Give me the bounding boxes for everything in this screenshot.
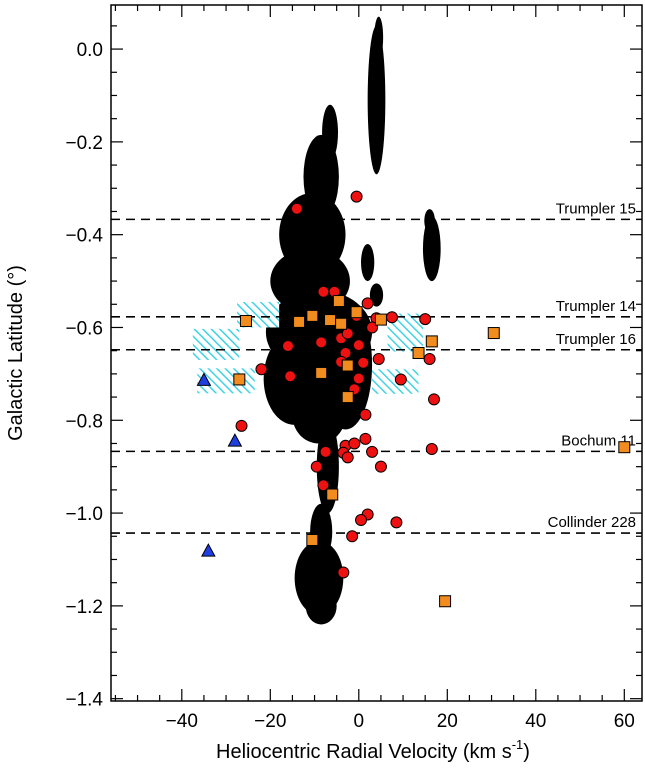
y-tick-label: 0.0 bbox=[77, 40, 103, 61]
plot-frame bbox=[110, 4, 643, 702]
circle-marker-28 bbox=[359, 432, 372, 445]
x-tick-label: 20 bbox=[437, 711, 458, 732]
square-marker-2 bbox=[293, 315, 306, 328]
square-marker-8 bbox=[425, 335, 438, 348]
axis-ticks: −40 −20 0 20 40 60 0.0 −0.2 −0.4 −0.6 −0.8 −1.0 −1.2… bbox=[65, 5, 642, 732]
square-marker-0 bbox=[332, 295, 345, 308]
x-axis-title: Heliocentric Radial Velocity (km s-1) bbox=[216, 737, 530, 763]
square-marker-4 bbox=[324, 314, 337, 327]
cluster-label-4: Collinder 228 bbox=[548, 514, 636, 531]
circle-marker-35 bbox=[341, 451, 354, 464]
cluster-label-bg-1 bbox=[552, 296, 639, 316]
emission-blob-16 bbox=[361, 243, 375, 282]
circle-marker-19 bbox=[423, 353, 436, 366]
cluster-label-bg-0 bbox=[552, 199, 639, 219]
emission-blob-17 bbox=[369, 283, 384, 307]
x-tick-label: −40 bbox=[166, 711, 198, 732]
square-marker-14 bbox=[341, 391, 354, 404]
y-tick-label: −1.0 bbox=[65, 504, 103, 525]
triangle-marker-0 bbox=[196, 372, 212, 386]
square-marker-17 bbox=[439, 595, 452, 608]
cluster-lines: Trumpler 15 Trumpler 14 Trumpler 16 Bochum … bbox=[111, 199, 642, 534]
triangle-marker-1 bbox=[227, 433, 243, 447]
circle-marker-1 bbox=[350, 190, 363, 203]
square-marker-11 bbox=[341, 359, 354, 372]
x-tick-label: 0 bbox=[354, 711, 365, 732]
cluster-label-0: Trumpler 15 bbox=[556, 200, 636, 217]
y-tick-label: −1.2 bbox=[65, 597, 103, 618]
circle-marker-14 bbox=[282, 340, 294, 353]
circle-marker-25 bbox=[428, 393, 441, 406]
y-tick-label: −1.4 bbox=[65, 690, 103, 711]
circle-marker-4 bbox=[361, 297, 374, 310]
square-marker-15 bbox=[326, 488, 339, 501]
y-tick-label: −0.6 bbox=[65, 318, 103, 339]
circle-marker-43 bbox=[337, 566, 350, 579]
square-marker-10 bbox=[412, 347, 425, 359]
cluster-label-bg-2 bbox=[552, 329, 639, 349]
circle-marker-9 bbox=[366, 321, 379, 334]
circle-marker-34 bbox=[425, 443, 438, 456]
cluster-label-1: Trumpler 14 bbox=[556, 298, 636, 315]
circle-marker-0 bbox=[290, 202, 303, 215]
square-marker-3 bbox=[306, 309, 319, 322]
plot-area: Trumpler 15 Trumpler 14 Trumpler 16 Bochum … bbox=[65, 4, 643, 732]
circle-marker-22 bbox=[352, 372, 365, 385]
cluster-label-2: Trumpler 16 bbox=[556, 331, 636, 348]
square-marker-1 bbox=[239, 314, 252, 327]
emission-blob-9 bbox=[292, 387, 346, 444]
circle-marker-42 bbox=[346, 530, 359, 543]
x-tick-label: 40 bbox=[525, 711, 546, 732]
square-marker-16 bbox=[306, 533, 319, 546]
circle-marker-38 bbox=[317, 479, 330, 492]
square-marker-5 bbox=[335, 317, 348, 330]
circle-marker-23 bbox=[394, 373, 407, 386]
square-marker-6 bbox=[350, 306, 363, 319]
data-markers bbox=[196, 190, 631, 608]
y-tick-label: −0.4 bbox=[65, 226, 103, 247]
y-axis-title: Galactic Latitude (°) bbox=[5, 265, 27, 441]
y-tick-label: −0.2 bbox=[65, 133, 103, 154]
circle-marker-26 bbox=[359, 408, 372, 421]
circle-marker-11 bbox=[341, 327, 354, 340]
square-marker-18 bbox=[618, 441, 631, 454]
circle-marker-13 bbox=[352, 339, 365, 352]
x-tick-label: 60 bbox=[614, 711, 635, 732]
circle-marker-27 bbox=[235, 419, 248, 432]
y-tick-label: −0.8 bbox=[65, 411, 103, 432]
square-marker-7 bbox=[374, 313, 387, 326]
circle-marker-12 bbox=[315, 336, 328, 349]
circle-marker-32 bbox=[366, 445, 379, 458]
emission-blob-1 bbox=[374, 16, 384, 59]
x-axis-title-main: Heliocentric Radial Velocity (km s bbox=[216, 741, 512, 763]
circle-marker-18 bbox=[372, 353, 385, 366]
emission-blob-13 bbox=[305, 587, 337, 625]
triangle-marker-2 bbox=[201, 543, 216, 557]
circle-marker-8 bbox=[419, 313, 432, 326]
circle-marker-20 bbox=[255, 363, 268, 376]
x-axis-title-superscript: -1 bbox=[512, 737, 524, 752]
circle-marker-40 bbox=[355, 514, 368, 527]
square-marker-13 bbox=[233, 373, 246, 386]
circle-marker-7 bbox=[385, 311, 398, 324]
circle-marker-37 bbox=[374, 460, 387, 473]
square-marker-12 bbox=[315, 366, 328, 379]
circle-marker-3 bbox=[317, 285, 330, 298]
emission-blob-15 bbox=[424, 209, 435, 233]
cluster-label-bg-4 bbox=[544, 513, 639, 533]
circle-marker-17 bbox=[357, 356, 370, 369]
circle-marker-30 bbox=[348, 437, 361, 450]
circle-marker-41 bbox=[390, 516, 403, 529]
x-axis-title-close: ) bbox=[523, 741, 530, 763]
emission-blob-14 bbox=[422, 216, 441, 282]
emission-blob-0 bbox=[367, 25, 386, 175]
circle-marker-31 bbox=[319, 445, 332, 458]
x-tick-label: −20 bbox=[254, 711, 286, 732]
cluster-label-3: Bochum 11 bbox=[561, 432, 636, 449]
circle-marker-21 bbox=[284, 370, 297, 383]
hatched-region-1 bbox=[192, 328, 240, 360]
square-marker-9 bbox=[487, 327, 500, 340]
circle-marker-36 bbox=[310, 460, 323, 473]
